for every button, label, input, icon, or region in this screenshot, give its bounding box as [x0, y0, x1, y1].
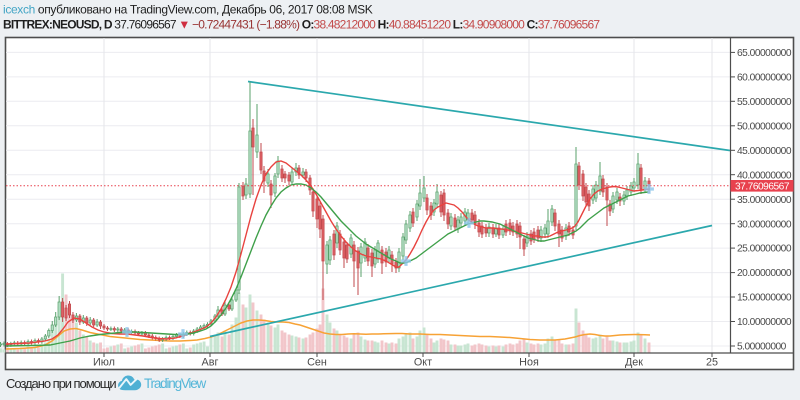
svg-text:37.76096567: 37.76096567	[735, 181, 790, 192]
svg-text:Окт: Окт	[414, 357, 432, 369]
svg-text:BITTREX:NEOUSD, D 37.76096567: BITTREX:NEOUSD, D 37.76096567 ▼ −0.72447…	[3, 18, 600, 32]
svg-text:icexch опубликовано на Trading: icexch опубликовано на TradingView.com, …	[3, 3, 373, 17]
svg-text:10.00000000: 10.00000000	[737, 317, 792, 328]
svg-text:50.00000000: 50.00000000	[737, 121, 792, 132]
svg-text:25.00000000: 25.00000000	[737, 244, 792, 255]
svg-text:55.00000000: 55.00000000	[737, 97, 792, 108]
svg-text:45.00000000: 45.00000000	[737, 146, 792, 157]
svg-text:20.00000000: 20.00000000	[737, 268, 792, 279]
svg-text:15.00000000: 15.00000000	[737, 293, 792, 304]
svg-text:60.00000000: 60.00000000	[737, 73, 792, 84]
svg-text:40.00000000: 40.00000000	[737, 170, 792, 181]
svg-text:25: 25	[706, 357, 718, 369]
svg-text:Сен: Сен	[307, 357, 327, 369]
svg-text:Авг: Авг	[202, 357, 219, 369]
svg-text:65.00000000: 65.00000000	[737, 48, 792, 59]
svg-text:TradingView: TradingView	[144, 376, 207, 391]
svg-text:Июл: Июл	[93, 357, 115, 369]
svg-text:5.00000000: 5.00000000	[737, 342, 787, 353]
svg-text:30.00000000: 30.00000000	[737, 219, 792, 230]
svg-text:35.00000000: 35.00000000	[737, 195, 792, 206]
svg-text:Ноя: Ноя	[519, 357, 539, 369]
svg-text:Создано при помощи: Создано при помощи	[6, 376, 116, 391]
svg-text:Дек: Дек	[625, 357, 643, 369]
